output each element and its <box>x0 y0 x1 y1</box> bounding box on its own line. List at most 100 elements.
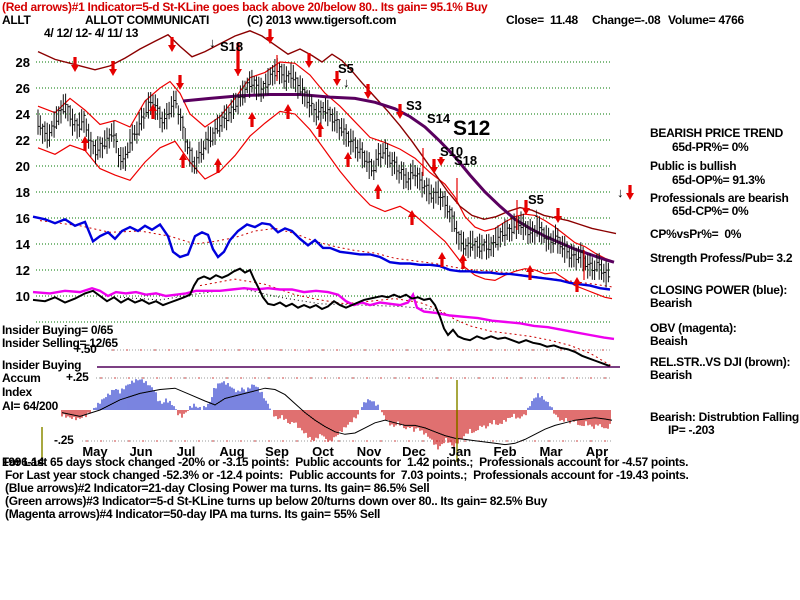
signal-label: S5 <box>338 61 354 76</box>
price-tick-label: 14 <box>15 237 30 252</box>
price-tick-label: 22 <box>15 133 30 148</box>
series-closing-power <box>32 215 611 291</box>
signal-label: S12 <box>453 117 491 140</box>
right-panel-line: BEARISH PRICE TREND <box>650 126 783 140</box>
month-label: Mar <box>539 444 563 459</box>
volume-value: Volume= 4766 <box>668 13 744 27</box>
right-panel-line: Bearish: Distrubtion Falling <box>650 410 799 424</box>
right-panel-line: OBV (magenta): <box>650 321 737 335</box>
buy-arrow-icon <box>408 210 416 225</box>
sell-arrow-icon <box>364 84 372 99</box>
ticker-symbol: ALLT <box>2 13 31 27</box>
ai-value: AI= 64/200 <box>2 399 59 413</box>
price-tick-label: 28 <box>15 55 30 70</box>
close-value: Close= 11.48 <box>506 13 578 27</box>
buy-arrow-icon <box>459 254 467 269</box>
series-cp-21d-ma <box>39 220 613 288</box>
indicator4-legend: (Magenta arrows)#4 Indicator=50-day IPA … <box>5 507 381 521</box>
price-tick-label: 18 <box>15 185 30 200</box>
sell-arrow-icon <box>109 61 117 76</box>
index-label: Index <box>2 385 32 399</box>
indicator2-legend: (Blue arrows)#2 Indicator=21-day Closing… <box>5 481 430 495</box>
signal-label: ↓ <box>209 35 216 50</box>
series-black-50d-ipa-ma <box>199 278 613 367</box>
sell-arrow-icon <box>554 208 563 223</box>
signal-label: S18 <box>454 153 478 168</box>
sell-arrow-icon <box>333 71 341 86</box>
price-tick-label: 10 <box>15 289 30 304</box>
copyright-label: (C) 2013 www.tigersoft.com <box>247 13 397 27</box>
month-label: Sep <box>265 444 289 459</box>
minus25-level-label: -.25 <box>54 433 74 447</box>
indicator3-legend: (Green arrows)#3 Indicator=5-d St-KLine … <box>5 494 548 508</box>
right-panel-line: Public is bullish <box>650 159 737 173</box>
price-tick-label: 12 <box>15 263 30 278</box>
sell-arrow-icon <box>71 57 79 72</box>
right-panel-line: Beaish <box>650 334 688 348</box>
signal-label: S10 <box>440 144 464 159</box>
sell-arrow-icon <box>176 75 184 90</box>
right-panel-line: IP= -.203 <box>668 423 715 437</box>
right-panel-line: Professionals are bearish <box>650 191 789 205</box>
signal-label: ↓ <box>617 185 624 200</box>
history-range-ghost: 1996-14 <box>2 455 44 469</box>
sell-arrow-icon <box>396 104 404 119</box>
buy-arrow-icon <box>284 104 292 119</box>
month-label: Dec <box>402 444 426 459</box>
buy-arrow-icon <box>573 277 582 292</box>
price-tick-label: 16 <box>15 211 30 226</box>
stats-65day-line: For Last 65 days stock changed -20% or -… <box>2 455 689 469</box>
month-label: Jul <box>176 444 196 459</box>
buy-arrow-icon <box>344 152 352 167</box>
series-black-dotted-ma <box>119 287 456 318</box>
stats-year-line: For Last year stock changed -52.3% or -1… <box>5 468 689 482</box>
signal-label: S5 <box>528 192 544 207</box>
sell-arrow-icon <box>266 29 274 44</box>
signal-label: S14 <box>427 111 451 126</box>
signal-label: S3 <box>406 98 422 113</box>
sell-arrow-icon <box>522 200 531 215</box>
sell-arrow-icon <box>437 157 445 166</box>
plus25-level-label: +.25 <box>66 370 89 384</box>
sell-arrow-icon <box>626 185 635 200</box>
buy-arrow-icon <box>149 104 157 119</box>
series-accum-ma <box>61 387 613 446</box>
buy-arrow-icon <box>438 252 446 267</box>
company-name: ALLOT COMMUNICATI <box>85 13 209 27</box>
right-panel-line: 65d-PR%= 0% <box>672 140 749 154</box>
month-label: Nov <box>356 444 382 459</box>
right-panel-line: Strength Profess/Pub= 3.2 <box>650 251 793 265</box>
series-obv <box>32 286 615 341</box>
insider-buying-count: Insider Buying= 0/65 <box>2 323 114 337</box>
series-lower-band <box>37 110 613 300</box>
indicator1-legend: (Red arrows)#1 Indicator=5-d St-KLine go… <box>2 0 488 14</box>
right-panel-line: CP%vsPr%= 0% <box>650 227 742 241</box>
right-panel-line: Bearish <box>650 368 692 382</box>
month-label: May <box>82 444 108 459</box>
change-value: Change=-.08 <box>592 13 661 27</box>
month-label: Oct <box>312 444 334 459</box>
buy-arrow-icon <box>316 122 324 137</box>
plus50-level-label: +.50 <box>74 342 97 356</box>
month-label: Feb <box>493 444 517 459</box>
buy-arrow-icon <box>248 112 256 127</box>
sell-arrow-icon <box>168 37 176 52</box>
price-tick-label: 20 <box>15 159 30 174</box>
right-panel-line: 65d-OP%= 91.3% <box>672 173 765 187</box>
month-label: Aug <box>219 444 245 459</box>
series-upper-band <box>37 61 613 262</box>
price-tick-label: 24 <box>15 107 30 122</box>
price-bars <box>37 58 611 288</box>
buy-arrow-icon <box>214 158 222 173</box>
insider-buying-line-label: Insider Buying <box>2 358 82 372</box>
series-ipa-black-line <box>32 267 611 368</box>
buy-arrow-icon <box>81 136 89 151</box>
month-label: Jan <box>448 444 472 459</box>
buy-arrow-icon <box>374 184 382 199</box>
buy-arrow-icon <box>179 153 187 168</box>
price-tick-label: 26 <box>15 81 30 96</box>
right-panel-line: 65d-CP%= 0% <box>672 204 749 218</box>
insider-selling-count: Insider Selling= 12/65 <box>2 336 118 350</box>
month-label: Apr <box>585 444 609 459</box>
